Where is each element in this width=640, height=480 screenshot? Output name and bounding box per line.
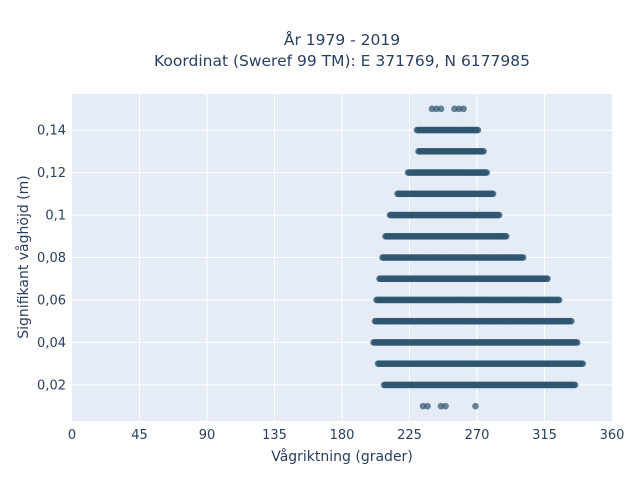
scatter-band (373, 296, 563, 304)
y-tick-label: 0,14 (37, 124, 66, 139)
scatter-point (489, 190, 497, 198)
scatter-point (483, 169, 491, 176)
y-tick-label: 0,12 (37, 166, 66, 181)
x-tick-label: 90 (199, 428, 216, 443)
x-tick-label: 270 (465, 428, 490, 443)
scatter-point (573, 339, 581, 346)
scatter-point (437, 105, 445, 113)
scatter-point (579, 360, 587, 367)
chart-title-line-1: År 1979 - 2019 (284, 30, 400, 49)
scatter-band (419, 402, 479, 410)
scatter-band (374, 360, 587, 367)
scatter-point (474, 126, 482, 134)
scatter-point (519, 254, 527, 261)
scatter-point (571, 381, 579, 389)
scatter-point (555, 296, 563, 304)
scatter-point (502, 232, 510, 240)
scatter-band (379, 254, 527, 261)
scatter-points (370, 105, 587, 410)
x-tick-label: 45 (131, 428, 148, 443)
scatter-band (413, 126, 482, 134)
scatter-band (382, 232, 510, 240)
scatter-point (424, 402, 431, 410)
x-tick-label: 180 (330, 428, 355, 443)
x-tick-label: 0 (68, 428, 76, 443)
scatter-band (376, 275, 551, 283)
scatter-band (371, 317, 575, 325)
x-tick-label: 315 (532, 428, 557, 443)
scatter-point (480, 148, 487, 155)
scatter-point (472, 402, 479, 410)
x-tick-label: 135 (262, 428, 287, 443)
chart-title-line-2: Koordinat (Sweref 99 TM): E 371769, N 61… (154, 52, 530, 70)
y-tick-label: 0,08 (37, 251, 66, 266)
y-axis-label: Signifikant våghöjd (m) (15, 175, 32, 338)
scatter-point (442, 402, 449, 410)
x-tick-label: 360 (600, 428, 625, 443)
scatter-band (386, 211, 503, 219)
scatter-point (568, 317, 575, 325)
x-tick-label: 225 (397, 428, 422, 443)
y-tick-labels: 0,02 0,04 0,06 0,08 0,1 0,12 0,14 (37, 124, 66, 394)
scatter-point (544, 275, 551, 283)
scatter-band (415, 148, 487, 155)
x-tick-labels: 0 45 90 135 180 225 270 315 360 (68, 428, 625, 443)
y-tick-label: 0,1 (45, 209, 66, 224)
y-tick-label: 0,06 (37, 293, 66, 308)
y-tick-label: 0,02 (37, 378, 66, 393)
x-axis-label: Vågriktning (grader) (271, 448, 413, 465)
scatter-band (370, 339, 581, 346)
scatter-point (460, 105, 467, 113)
scatter-band (380, 381, 579, 389)
scatter-band (404, 169, 491, 176)
scatter-point (495, 211, 503, 219)
scatter-band (394, 190, 497, 198)
scatter-band (428, 105, 467, 113)
y-tick-label: 0,04 (37, 336, 66, 351)
